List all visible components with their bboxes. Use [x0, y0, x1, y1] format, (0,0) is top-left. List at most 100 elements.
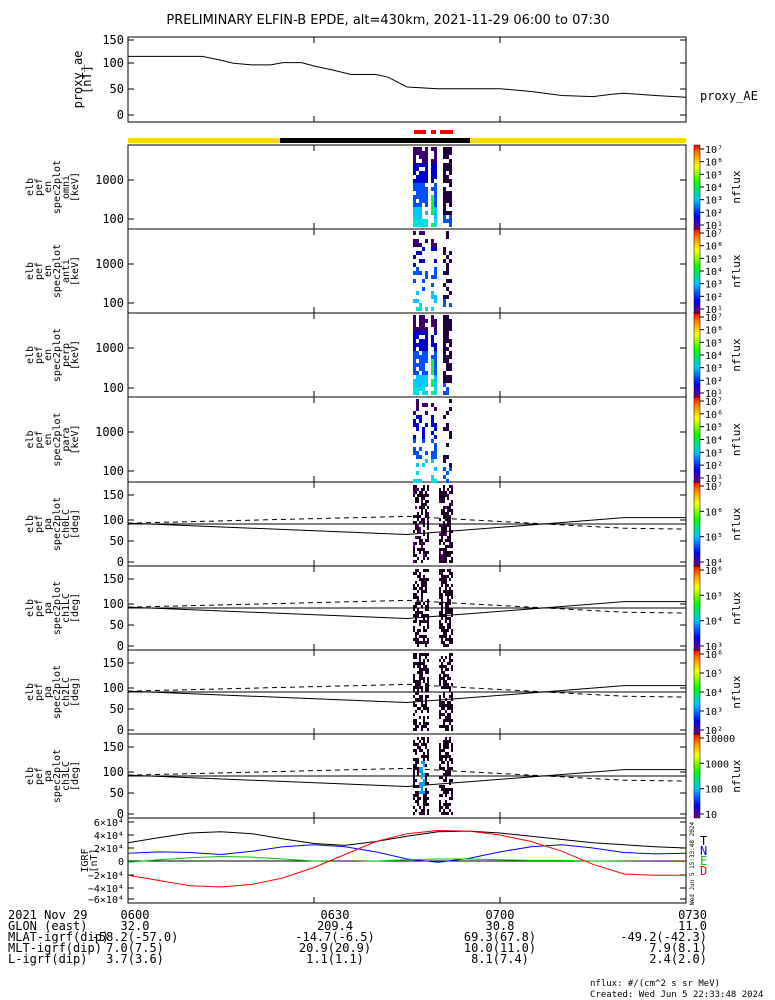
spectrogram-cell [446, 387, 449, 391]
spectrogram-cell [443, 455, 446, 459]
spectrogram-cell [443, 163, 446, 167]
spectrogram-cell [431, 291, 434, 295]
pitch-angle-cell [415, 704, 417, 707]
pitch-angle-cell [419, 659, 421, 662]
pitch-angle-cell [419, 623, 421, 626]
spectrogram-cell [416, 471, 419, 475]
pitch-angle-cell [445, 548, 447, 551]
spectrogram-cell [422, 279, 425, 283]
pitch-angle-cell [423, 485, 425, 488]
pitch-angle-cell [425, 743, 427, 746]
spectrogram-cell [449, 291, 452, 295]
pitch-angle-cell [441, 785, 443, 788]
pitch-angle-cell [425, 635, 427, 638]
pitch-angle-cell [415, 587, 417, 590]
pitch-angle-cell [413, 797, 415, 800]
spectrogram-cell [425, 239, 428, 243]
pitch-angle-cell [419, 695, 421, 698]
pitch-angle-cell [413, 677, 415, 680]
spectrogram-cell [422, 199, 425, 203]
pitch-angle-cell [427, 668, 429, 671]
colorbar-tick-label: 10⁶ [705, 326, 723, 337]
pitch-angle-cell [413, 662, 415, 665]
pitch-angle-cell [451, 812, 453, 815]
spectrogram-cell [449, 159, 452, 163]
pitch-angle-cell [423, 668, 425, 671]
spectrogram-cell [434, 215, 437, 219]
pitch-angle-cell [439, 635, 441, 638]
pitch-angle-cell [441, 806, 443, 809]
spectrogram-cell [413, 335, 416, 339]
pitch-angle-cell [417, 515, 419, 518]
pitch-angle-cell [447, 575, 449, 578]
pitch-angle-cell [443, 524, 445, 527]
spectrogram-cell [413, 147, 416, 151]
pitch-angle-cell [451, 488, 453, 491]
y-tick-label: 150 [102, 488, 124, 502]
pitch-angle-cell [449, 803, 451, 806]
pitch-angle-cell [449, 536, 451, 539]
y-tick-label: 4×10⁴ [94, 831, 124, 842]
pitch-angle-cell [419, 683, 421, 686]
panel-frame [127, 396, 687, 483]
pitch-angle-cell [415, 725, 417, 728]
pitch-angle-cell [425, 551, 427, 554]
spectrogram-cell [446, 347, 449, 351]
pitch-angle-cell [449, 662, 451, 665]
pitch-angle-cell [445, 560, 447, 563]
spectrogram-cell [425, 347, 428, 351]
spectrogram-cell [416, 371, 419, 375]
y-axis-label: pa [43, 770, 54, 782]
pitch-angle-cell [449, 506, 451, 509]
spectrogram-cell [425, 375, 428, 379]
pitch-angle-cell [421, 581, 423, 584]
pitch-angle-cell [413, 695, 415, 698]
spectrogram-cell [443, 355, 446, 359]
footer-value: 0630 [321, 908, 350, 922]
pitch-angle-cell [451, 485, 453, 488]
y-tick-label: 0 [117, 723, 124, 737]
pitch-angle-cell [451, 695, 453, 698]
pitch-angle-cell [427, 680, 429, 683]
pitch-angle-cell [447, 611, 449, 614]
spectrogram-cell [413, 447, 416, 451]
spectrogram-cell [434, 387, 437, 391]
pitch-angle-cell [447, 521, 449, 524]
y-tick-label: 150 [102, 656, 124, 670]
pitch-angle-cell [441, 524, 443, 527]
pitch-angle-cell [449, 755, 451, 758]
pitch-angle-cell [415, 752, 417, 755]
colorbar-tick-label: 10⁵ [705, 533, 723, 544]
colorbar-tick-label: 10⁵ [705, 591, 723, 602]
y-axis-label: pa [43, 686, 54, 698]
legend-D: D [700, 864, 707, 878]
pitch-angle-cell [427, 740, 429, 743]
spectrogram-cell [416, 183, 419, 187]
footer-value: 69.3(67.8) [464, 930, 536, 944]
pitch-angle-cell [451, 794, 453, 797]
pitch-angle-cell [445, 533, 447, 536]
spectrogram-cell [449, 319, 452, 323]
spectrogram-cell [434, 199, 437, 203]
y-axis-label: spec2plot [52, 244, 63, 298]
y-axis-label: para [61, 427, 72, 451]
pitch-angle-cell [413, 665, 415, 668]
spectrogram-cell [413, 319, 416, 323]
spectrogram-cell [422, 223, 425, 227]
pitch-angle-cell [445, 737, 447, 740]
colorbar-tick-label: 10² [705, 208, 723, 219]
pitch-angle-cell [413, 728, 415, 731]
pitch-angle-cell [445, 557, 447, 560]
spectrogram-cell [434, 331, 437, 335]
spectrogram-cell [446, 427, 449, 431]
spectrogram-cell [434, 163, 437, 167]
spectrogram-cell [434, 347, 437, 351]
pitch-angle-cell [421, 500, 423, 503]
pitch-angle-cell [449, 716, 451, 719]
pitch-angle-cell [415, 491, 417, 494]
pitch-angle-cell [415, 506, 417, 509]
spectrogram-cell [434, 319, 437, 323]
pitch-angle-cell [451, 698, 453, 701]
spectrogram-cell [434, 187, 437, 191]
pitch-angle-cell [447, 752, 449, 755]
